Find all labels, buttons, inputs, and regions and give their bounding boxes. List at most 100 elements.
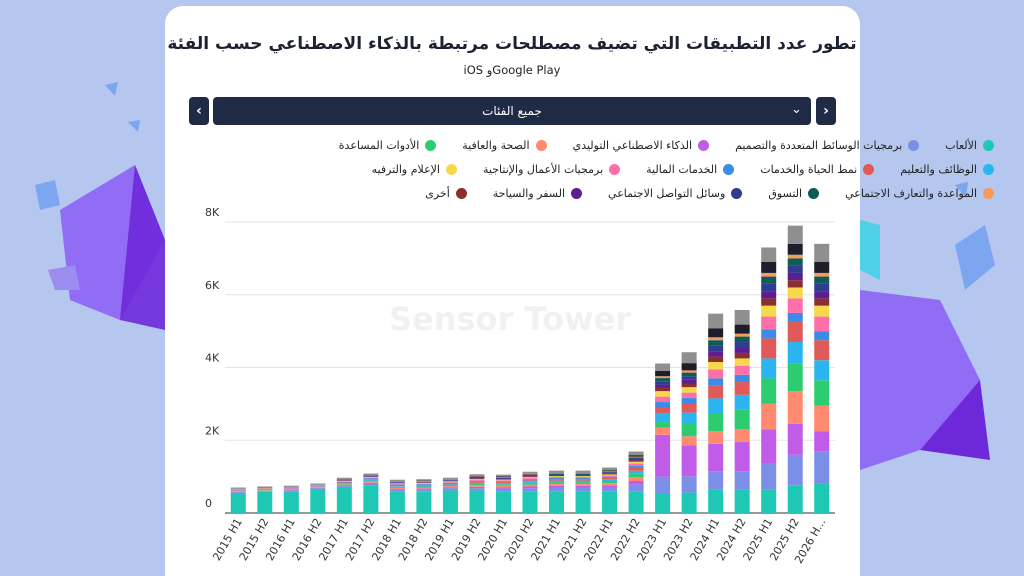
legend-item[interactable]: الأدوات المساعدة <box>339 139 437 152</box>
bar-segment <box>336 483 352 484</box>
prev-button[interactable]: ‹ <box>189 97 209 125</box>
next-button[interactable]: › <box>816 97 836 125</box>
bar-segment <box>708 412 724 432</box>
bar-segment <box>442 488 458 491</box>
bar-segment <box>442 481 458 483</box>
bar-segment <box>814 305 830 317</box>
bar-segment <box>602 470 618 472</box>
bar-segment <box>628 459 644 461</box>
bar-segment <box>283 491 299 513</box>
bar-segment <box>336 484 352 486</box>
bar-segment <box>655 363 671 371</box>
y-tick-label: 6K <box>205 279 220 292</box>
bar-segment <box>814 316 830 332</box>
bar-segment <box>416 486 432 488</box>
bar-segment <box>681 412 697 424</box>
bar-segment <box>389 491 405 513</box>
bar-segment <box>575 485 591 488</box>
bar-segment <box>734 489 750 513</box>
bar-segment <box>549 476 565 479</box>
dropdown-selected-label: جميع الفئات <box>482 104 542 118</box>
legend-item[interactable]: الذكاء الاصطناعي التوليدي <box>573 139 710 152</box>
bar-segment <box>734 324 750 334</box>
bar-segment <box>655 422 671 428</box>
bar-segment <box>814 291 830 299</box>
bar-segment <box>363 485 379 513</box>
bar-segment <box>416 489 432 492</box>
bar-segment <box>708 340 724 346</box>
bar-segment <box>575 474 591 475</box>
category-dropdown[interactable]: جميع الفئات ⌄ <box>213 97 811 125</box>
bar-segment <box>814 272 830 277</box>
legend-item[interactable]: الصحة والعافية <box>462 139 547 152</box>
bar-segment <box>734 442 750 472</box>
legend-item[interactable]: السفر والسياحة <box>493 187 583 200</box>
bar-segment <box>442 482 458 484</box>
bar-segment <box>549 472 565 474</box>
bar-segment <box>336 485 352 487</box>
bar-segment <box>602 480 618 484</box>
legend-item[interactable]: نمط الحياة والخدمات <box>760 163 875 176</box>
bar-segment <box>495 477 511 479</box>
bar-segment <box>628 467 644 471</box>
bar-segment <box>761 276 777 284</box>
bar-segment <box>442 490 458 513</box>
bar-segment <box>522 471 538 474</box>
bar-segment <box>336 487 352 513</box>
legend-item[interactable]: أخرى <box>425 187 467 200</box>
bar-segment <box>708 337 724 341</box>
legend-item[interactable]: برمجيات الأعمال والإنتاجية <box>483 163 621 176</box>
legend-item[interactable]: الإعلام والترفيه <box>372 163 457 176</box>
legend-item[interactable]: الألعاب <box>945 139 994 152</box>
bar-segment <box>522 481 538 483</box>
bar-segment <box>681 392 697 399</box>
bar-segment <box>681 370 697 373</box>
bar-segment <box>708 345 724 352</box>
bar-segment <box>708 328 724 338</box>
bar-segment <box>495 479 511 481</box>
bar-segment <box>787 280 803 288</box>
bar-segment <box>734 409 750 430</box>
legend-swatch <box>535 140 547 151</box>
bar-segment <box>495 477 511 478</box>
bar-segment <box>575 480 591 483</box>
bar-segment <box>602 470 618 471</box>
bar-segment <box>522 486 538 489</box>
legend-item[interactable]: التسوق <box>768 187 820 200</box>
legend-item[interactable]: المواعدة والتعارف الاجتماعي <box>845 187 994 200</box>
bar-segment <box>628 473 644 478</box>
bar-segment <box>442 477 458 480</box>
bar-segment <box>814 451 830 484</box>
bar-segment <box>602 473 618 475</box>
bar-segment <box>681 363 697 371</box>
bar-segment <box>787 485 803 513</box>
bar-segment <box>336 486 352 488</box>
bar-segment <box>495 483 511 485</box>
bar-segment <box>628 480 644 485</box>
bar-segment <box>628 484 644 492</box>
bar-segment <box>655 396 671 403</box>
bar-segment <box>734 374 750 383</box>
bar-segment <box>787 322 803 343</box>
bar-segment <box>681 398 697 404</box>
bar-segment <box>363 481 379 483</box>
bar-segment <box>522 491 538 513</box>
bar-segment <box>389 486 405 488</box>
bar-segment <box>363 477 379 478</box>
bar-segment <box>522 476 538 477</box>
bar-segment <box>310 488 326 513</box>
bar-segment <box>549 480 565 483</box>
bar-segment <box>257 491 273 513</box>
legend-item[interactable]: وسائل التواصل الاجتماعي <box>608 187 743 200</box>
bar-segment <box>681 423 697 437</box>
bar-segment <box>708 378 724 386</box>
legend-item[interactable]: الخدمات المالية <box>646 163 735 176</box>
bar-segment <box>389 487 405 489</box>
bar-segment <box>469 488 485 491</box>
bar-segment <box>734 471 750 490</box>
bar-segment <box>681 492 697 513</box>
legend-item[interactable]: برمجيات الوسائط المتعددة والتصميم <box>735 139 920 152</box>
bar-segment <box>814 331 830 341</box>
legend-item[interactable]: الوظائف والتعليم <box>900 163 994 176</box>
chevron-down-icon: ⌄ <box>791 102 802 117</box>
